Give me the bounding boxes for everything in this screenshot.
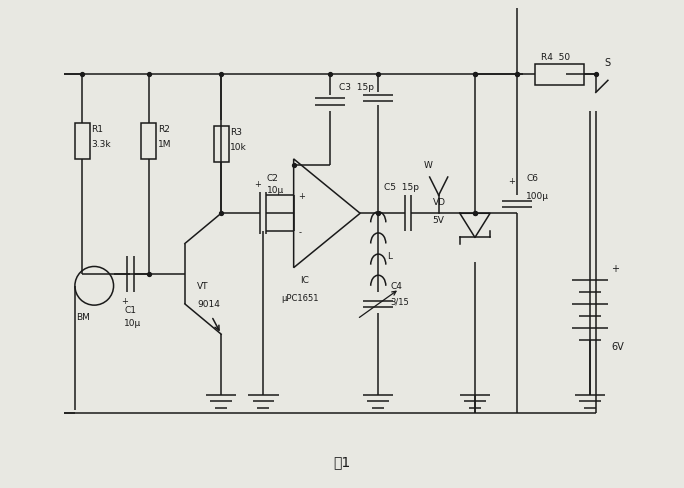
Text: +: + <box>122 297 129 306</box>
Text: μPC1651: μPC1651 <box>282 294 319 303</box>
Text: L: L <box>387 252 393 261</box>
Text: 3/15: 3/15 <box>391 297 409 306</box>
Text: S: S <box>605 58 611 68</box>
Text: C3  15p: C3 15p <box>339 82 374 92</box>
Text: BM: BM <box>76 312 90 321</box>
Text: C6: C6 <box>526 173 538 182</box>
Text: +: + <box>254 179 261 188</box>
Text: C4: C4 <box>391 282 402 291</box>
Text: 图1: 图1 <box>333 454 351 468</box>
Text: 6V: 6V <box>611 342 624 351</box>
Text: R4  50: R4 50 <box>542 53 570 61</box>
Bar <box>536 64 583 86</box>
Bar <box>141 123 156 160</box>
Text: IC: IC <box>300 276 308 285</box>
Text: +: + <box>508 176 515 185</box>
Text: VD: VD <box>433 197 446 206</box>
Text: 5V: 5V <box>433 215 445 224</box>
Text: VT: VT <box>197 282 209 291</box>
Text: C1: C1 <box>124 306 136 315</box>
Text: 100μ: 100μ <box>526 191 549 200</box>
Text: R1: R1 <box>91 125 103 134</box>
Text: R2: R2 <box>158 125 170 134</box>
Text: C2: C2 <box>267 173 278 182</box>
Text: 3.3k: 3.3k <box>91 140 111 149</box>
Text: W: W <box>423 161 432 170</box>
Text: +: + <box>611 263 619 273</box>
Bar <box>213 126 228 163</box>
Text: 10μ: 10μ <box>267 185 284 194</box>
Bar <box>75 123 90 160</box>
Text: 9014: 9014 <box>197 300 220 309</box>
Text: 1M: 1M <box>158 140 171 149</box>
Text: 10k: 10k <box>231 143 247 152</box>
Text: +: + <box>298 191 305 200</box>
Text: R3: R3 <box>231 128 242 137</box>
Text: -: - <box>298 227 302 236</box>
Text: C5  15p: C5 15p <box>384 182 419 191</box>
Text: 10μ: 10μ <box>124 318 142 327</box>
